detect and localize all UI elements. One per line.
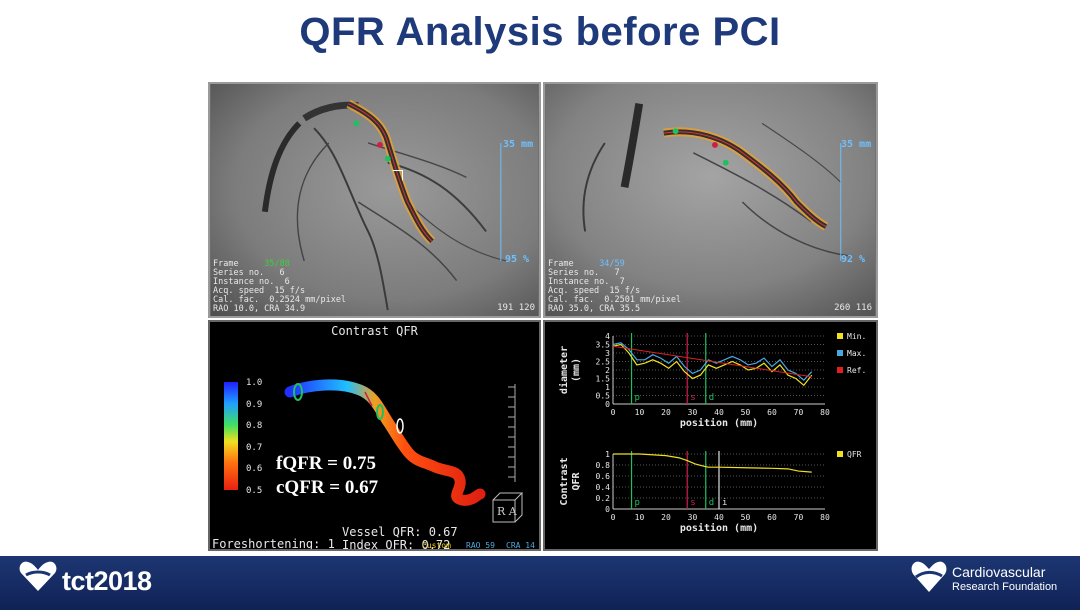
y-tick-label: 2 [605,366,610,375]
colorbar-tick-label: 0.6 [246,464,263,474]
series-line-qfr [613,453,812,473]
angiogram-left-image [210,84,539,316]
position-marker-label: p [635,393,640,403]
x-tick-label: 20 [661,408,671,417]
x-tick-label: 60 [767,513,777,522]
legend-swatch [837,333,843,339]
pixel-readout: 260 116 [834,303,872,313]
x-tick-label: 0 [611,513,616,522]
y-tick-label: 0.6 [596,472,611,481]
legend-label: QFR [847,450,862,459]
legend-swatch [837,451,843,457]
scale-mm-label: 35 mm [503,139,534,150]
pixel-readout: 191 120 [497,303,535,313]
x-tick-label: 50 [741,408,751,417]
tct-logo-icon [19,561,57,591]
qfr-plots-panel: 4 3.5 3 2.5 2 1.5 1 0.5 0 0 10 20 30 40 50 60 70 80 positi… [543,320,878,551]
y-tick-label: 0.4 [596,483,611,492]
x-tick-label: 70 [794,408,804,417]
y-tick-label: 1 [605,450,610,459]
x-tick-label: 30 [688,513,698,522]
angiogram-right-panel: 35 mm 92 % Frame 34/59 Series no. 7 Inst… [543,82,878,318]
series-line-min [612,343,813,387]
x-axis-title: position (mm) [680,522,758,534]
y-tick-label: 1 [605,383,610,392]
percent-label: 92 % [841,254,866,265]
series-line-ref [612,345,812,378]
fqfr-value: fQFR = 0.75 [276,453,377,474]
legend-label: Ref. [847,366,866,375]
x-axis-title: position (mm) [680,417,758,429]
y-tick-label: 0 [605,505,610,514]
crf-name-line2: Research Foundation [952,581,1058,593]
x-tick-label: 40 [714,408,724,417]
x-tick-label: 30 [688,408,698,417]
y-tick-label: 3.5 [596,341,611,350]
y-tick-label: 1.5 [596,375,611,384]
index-qfr: Index QFR: 0.72 [342,538,451,551]
position-marker-label: p [635,498,640,508]
qfr-panel-title: Contrast QFR [331,324,418,338]
x-tick-label: 80 [820,408,830,417]
x-tick-label: 60 [767,408,777,417]
qfr-colorbar [224,382,238,490]
footer-bar [0,556,1080,610]
y-tick-label: 0.8 [596,461,611,470]
legend-swatch [837,350,843,356]
x-tick-label: 10 [635,408,645,417]
x-tick-label: 50 [741,513,751,522]
position-marker-label: s [690,393,695,403]
orientation-cube[interactable] [492,492,524,523]
vessel-qfr: Vessel QFR: 0.67 [342,525,458,539]
colorbar-tick-label: 0.8 [246,421,263,431]
y-axis-title: Contrast [559,457,570,505]
y-axis-title: (mm) [571,358,582,382]
y-tick-label: 3 [605,349,610,358]
scale-mm-label: 35 mm [841,139,872,150]
qfr-vessel-render [224,379,524,523]
qfr-plots: 43.532.521.510.500 10 20 30 40 50 60 70 80positi… [558,332,866,534]
position-marker-label: s [690,498,695,508]
colorbar-tick-label: 0.7 [246,442,263,453]
custom-label: Custom [422,541,451,550]
tct-logo-text: tct2018 [62,566,152,596]
acquisition-info: Frame 34/59 Series no. 7 Instance no. 7 … [548,259,682,314]
percent-label: 95 % [505,254,530,265]
legend-label: Min. [847,332,866,341]
legend-swatch [837,367,843,373]
contrast-qfr-panel: Contrast QFR [208,320,541,551]
y-tick-label: 4 [605,332,610,341]
y-axis-title: QFR [571,471,582,490]
x-tick-label: 20 [661,513,671,522]
cqfr-value: cQFR = 0.67 [276,477,379,498]
position-marker-label: d [709,393,714,403]
position-marker-label: i [722,498,727,508]
x-tick-label: 10 [635,513,645,522]
angiogram-right-image [545,84,876,316]
colorbar-tick-label: 1.0 [246,378,263,388]
legend-label: Max. [847,349,866,358]
x-tick-label: 70 [794,513,804,522]
foreshortening: Foreshortening: 1 [212,537,335,551]
cube-letters: R A [497,505,517,518]
cra-label: CRA 14 [506,541,535,550]
y-tick-label: 0.5 [596,392,611,401]
colorbar-tick-label: 0.5 [246,485,263,496]
colorbar-tick-label: 0.9 [246,399,263,410]
x-tick-label: 0 [611,408,616,417]
angiogram-left-panel: 35 mm 95 % Frame 35/88 Series no. 6 Inst… [208,82,541,318]
y-axis-title: diameter [558,346,570,394]
rao-label: RAO 59 [466,541,495,550]
y-tick-label: 2.5 [596,358,611,367]
acquisition-info: Frame 35/88 Series no. 6 Instance no. 6 … [213,259,347,314]
crf-name-line1: Cardiovascular [952,564,1046,580]
y-tick-label: 0 [605,400,610,409]
x-tick-label: 80 [820,513,830,522]
crf-logo-icon [911,561,947,592]
slide-title: QFR Analysis before PCI [299,10,781,54]
x-tick-label: 40 [714,513,724,522]
position-marker-label: d [709,498,714,508]
y-tick-label: 0.2 [596,494,611,503]
